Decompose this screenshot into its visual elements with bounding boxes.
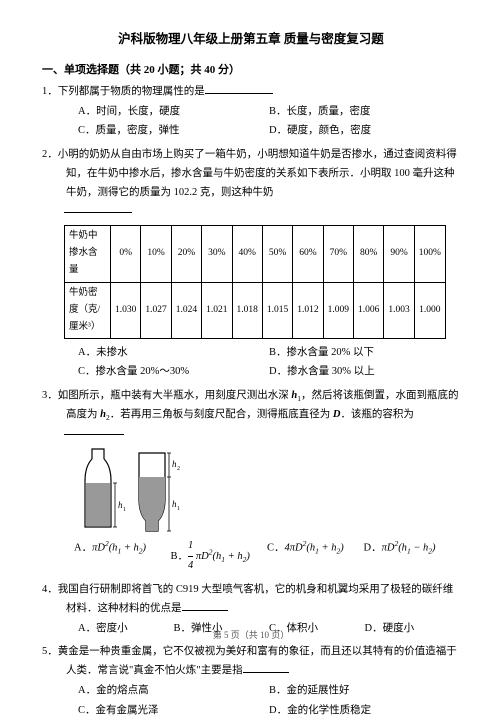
table-cell: 70% <box>323 226 353 282</box>
q1-choice-d: D．硬度，颜色，密度 <box>269 121 460 140</box>
q2-choice-b: B．掺水含量 20% 以下 <box>269 343 460 362</box>
table-cell: 1.012 <box>293 282 323 338</box>
question-1: 1．下列都属于物质的物理属性的是 A．时间，长度，硬度 B．长度，质量，密度 C… <box>42 83 460 141</box>
q5-stem: 5．黄金是一种贵重金属，它不仅被视为美好和富有的象征，而且还以其特有的价值造福于… <box>42 643 460 681</box>
q5-choice-a: A．金的熔点高 <box>78 681 269 700</box>
q4-stem: 4．我国自行研制即将首飞的 C919 大型喷气客机，它的机身和机翼均采用了极轻的… <box>42 581 460 619</box>
table-cell: 1.030 <box>111 282 141 338</box>
table-cell: 牛奶中掺水含量 <box>65 226 111 282</box>
table-cell: 0% <box>111 226 141 282</box>
q5-choices-2: C．金有金属光泽 D．金的化学性质稳定 <box>42 701 460 720</box>
q1-choices: A．时间，长度，硬度 B．长度，质量，密度 <box>42 102 460 121</box>
table-row: 牛奶密度（克/厘米³） 1.030 1.027 1.024 1.021 1.01… <box>65 282 446 338</box>
page-footer: 第 5 页（共 10 页） <box>0 628 502 641</box>
table-cell: 牛奶密度（克/厘米³） <box>65 282 111 338</box>
table-cell: 50% <box>262 226 292 282</box>
table-cell: 1.021 <box>202 282 232 338</box>
blank <box>205 83 273 94</box>
q2-choice-a: A．未掺水 <box>78 343 269 362</box>
table-cell: 1.024 <box>171 282 201 338</box>
table-cell: 40% <box>232 226 262 282</box>
q1-choices-2: C．质量，密度，弹性 D．硬度，颜色，密度 <box>42 121 460 140</box>
q2-choice-c: C．掺水含量 20%～30% <box>78 362 269 381</box>
q3-choice-b: B．14 πD2(h1 + h2) <box>171 537 268 576</box>
table-cell: 90% <box>384 226 414 282</box>
table-cell: 10% <box>141 226 171 282</box>
svg-text:1: 1 <box>177 506 180 512</box>
section-heading: 一、单项选择题（共 20 小题；共 40 分） <box>42 61 460 77</box>
q2-blank-line <box>42 202 460 221</box>
q5-choice-d: D．金的化学性质稳定 <box>269 701 460 720</box>
q5-choices: A．金的熔点高 B．金的延展性好 <box>42 681 460 700</box>
q1-choice-c: C．质量，密度，弹性 <box>78 121 269 140</box>
question-3: 3．如图所示，瓶中装有大半瓶水，用刻度尺测出水深 h1，然后将该瓶倒置，水面到瓶… <box>42 387 460 576</box>
table-cell: 100% <box>414 226 445 282</box>
question-2: 2．小明的奶奶从自由市场上购买了一箱牛奶，小明想知道牛奶是否掺水，通过查阅资料得… <box>42 146 460 382</box>
q2-choices: A．未掺水 B．掺水含量 20% 以下 <box>42 343 460 362</box>
table-cell: 1.018 <box>232 282 262 338</box>
table-cell: 1.015 <box>262 282 292 338</box>
page-title: 沪科版物理八年级上册第五章 质量与密度复习题 <box>42 28 460 47</box>
q3-choice-a: A．πD2(h1 + h2) <box>74 537 171 576</box>
q1-choice-b: B．长度，质量，密度 <box>269 102 460 121</box>
table-cell: 20% <box>171 226 201 282</box>
q2-choices-2: C．掺水含量 20%～30% D．掺水含量 30% 以上 <box>42 362 460 381</box>
q3-choice-d: D．πD2(h1 − h2) <box>364 537 461 576</box>
q3-stem: 3．如图所示，瓶中装有大半瓶水，用刻度尺测出水深 h1，然后将该瓶倒置，水面到瓶… <box>42 387 460 425</box>
q3-blank <box>42 424 460 443</box>
table-cell: 80% <box>354 226 384 282</box>
q1-choice-a: A．时间，长度，硬度 <box>78 102 269 121</box>
svg-text:1: 1 <box>123 507 126 513</box>
q2-choice-d: D．掺水含量 30% 以上 <box>269 362 460 381</box>
question-5: 5．黄金是一种贵重金属，它不仅被视为美好和富有的象征，而且还以其特有的价值造福于… <box>42 643 460 720</box>
table-cell: 1.006 <box>354 282 384 338</box>
table-cell: 30% <box>202 226 232 282</box>
q5-choice-b: B．金的延展性好 <box>269 681 460 700</box>
table-cell: 1.027 <box>141 282 171 338</box>
table-row: 牛奶中掺水含量 0% 10% 20% 30% 40% 50% 60% 70% 8… <box>65 226 446 282</box>
table-cell: 1.009 <box>323 282 353 338</box>
svg-text:2: 2 <box>177 466 180 472</box>
q3-figure: h 1 h 2 h 1 <box>82 447 460 533</box>
q5-choice-c: C．金有金属光泽 <box>78 701 269 720</box>
q3-choice-c: C．4πD2(h1 + h2) <box>267 537 364 576</box>
table-cell: 1.003 <box>384 282 414 338</box>
q1-stem: 1．下列都属于物质的物理属性的是 <box>42 86 205 97</box>
q2-table: 牛奶中掺水含量 0% 10% 20% 30% 40% 50% 60% 70% 8… <box>64 225 446 339</box>
q3-choices: A．πD2(h1 + h2) B．14 πD2(h1 + h2) C．4πD2(… <box>42 537 460 576</box>
q2-stem: 2．小明的奶奶从自由市场上购买了一箱牛奶，小明想知道牛奶是否掺水，通过查阅资料得… <box>42 146 460 203</box>
table-cell: 60% <box>293 226 323 282</box>
table-cell: 1.000 <box>414 282 445 338</box>
